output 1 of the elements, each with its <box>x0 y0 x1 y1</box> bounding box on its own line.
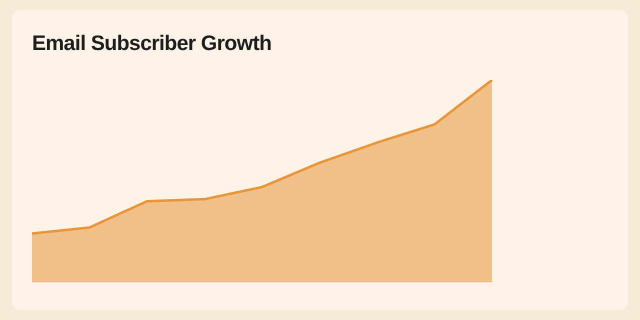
chart-title: Email Subscriber Growth <box>32 32 272 56</box>
